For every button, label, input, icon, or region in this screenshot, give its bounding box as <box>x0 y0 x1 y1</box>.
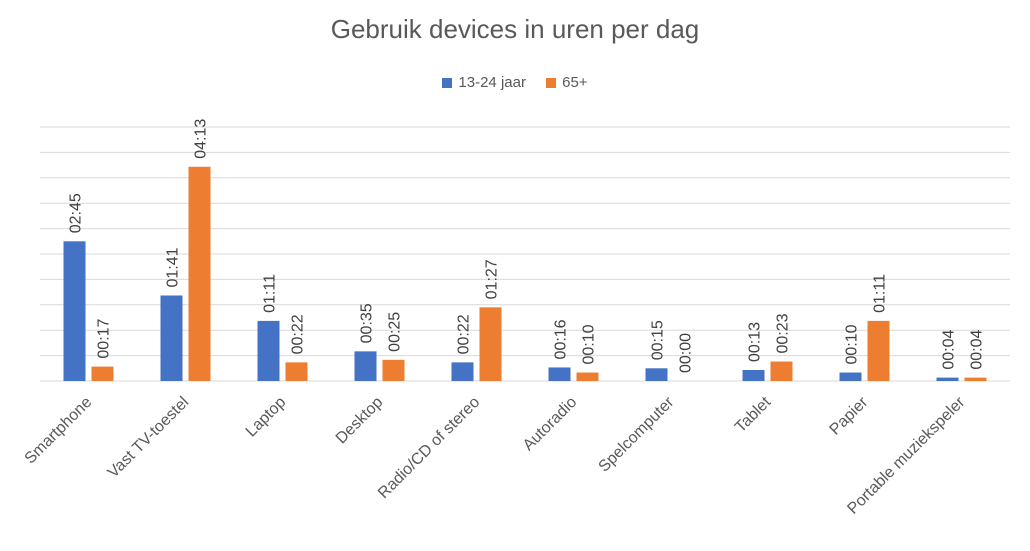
chart-title: Gebruik devices in uren per dag <box>330 14 700 44</box>
data-label: 00:10 <box>581 324 598 364</box>
bar-series-1 <box>548 367 571 381</box>
legend-swatch-series-2 <box>546 77 557 88</box>
x-tick-label: Radio/CD of stereo <box>375 394 483 502</box>
data-label: 00:22 <box>456 314 473 354</box>
x-tick-label: Spelcomputer <box>596 393 678 475</box>
bar-series-1 <box>742 369 765 381</box>
legend-item-series-2: 65+ <box>546 74 588 91</box>
bar-series-2 <box>188 166 211 381</box>
data-label: 00:16 <box>553 319 570 359</box>
data-label: 00:04 <box>941 329 958 369</box>
legend-label-series-2: 65+ <box>562 74 588 91</box>
bar-series-2 <box>576 372 599 381</box>
data-label: 00:04 <box>969 329 986 369</box>
bar-series-1 <box>257 320 280 381</box>
data-label: 00:10 <box>844 324 861 364</box>
bar-series-2 <box>964 377 987 381</box>
bar-series-1 <box>63 241 86 381</box>
data-label: 01:41 <box>165 247 182 287</box>
bar-series-2 <box>382 359 405 381</box>
legend-item-series-1: 13-24 jaar <box>442 74 526 91</box>
data-label: 00:00 <box>678 333 695 373</box>
bar-series-2 <box>479 307 502 381</box>
data-label: 01:11 <box>872 274 889 313</box>
bar-series-1 <box>936 377 959 381</box>
data-label: 00:23 <box>775 313 792 353</box>
x-tick-label: Vast TV-toestel <box>105 394 193 482</box>
data-label: 00:13 <box>747 322 764 362</box>
data-label: 04:13 <box>193 119 210 159</box>
data-label: 02:45 <box>68 193 85 233</box>
bar-series-2 <box>867 320 890 381</box>
data-label: 01:11 <box>262 274 279 313</box>
bar-series-1 <box>354 351 377 381</box>
x-tick-label: Smartphone <box>22 394 96 468</box>
bar-series-2 <box>91 366 114 381</box>
bar-series-2 <box>285 362 308 381</box>
legend: 13-24 jaar 65+ <box>0 74 1030 92</box>
data-label: 01:27 <box>484 259 501 299</box>
bar-series-1 <box>839 372 862 381</box>
data-label: 00:35 <box>359 303 376 343</box>
x-tick-label: Tablet <box>732 393 775 436</box>
bar-series-1 <box>451 362 474 381</box>
x-tick-label: Laptop <box>243 394 290 441</box>
data-label: 00:25 <box>387 312 404 352</box>
data-label: 00:17 <box>96 318 113 358</box>
x-tick-label: Desktop <box>333 394 387 448</box>
bar-series-2 <box>770 361 793 381</box>
bar-series-1 <box>645 368 668 381</box>
data-label: 00:22 <box>290 314 307 354</box>
x-tick-label: Autoradio <box>520 394 581 455</box>
bar-series-1 <box>160 295 183 381</box>
legend-label-series-1: 13-24 jaar <box>458 74 526 91</box>
legend-swatch-series-1 <box>442 77 453 88</box>
x-tick-label: Papier <box>827 393 872 438</box>
data-label: 00:15 <box>650 320 667 360</box>
